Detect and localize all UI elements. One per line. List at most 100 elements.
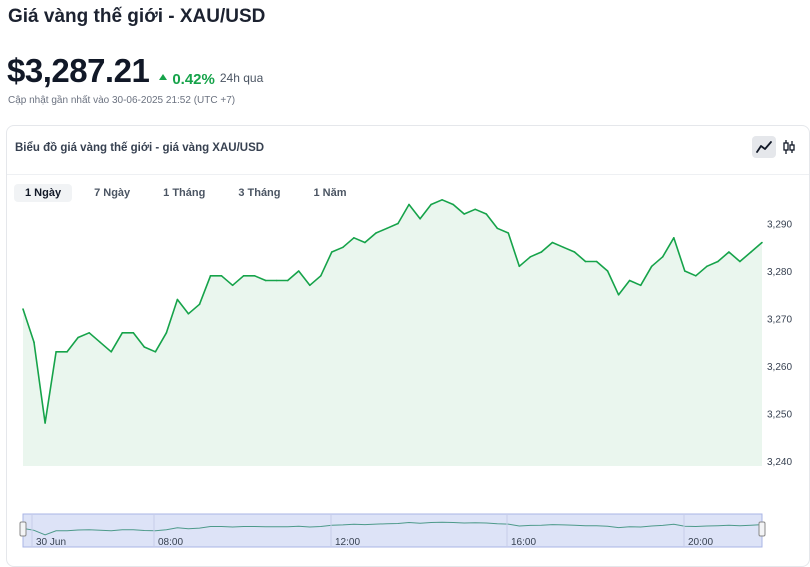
price-point bbox=[320, 275, 322, 277]
navigator-range bbox=[22, 513, 763, 548]
price-point bbox=[99, 341, 101, 344]
change-period: 24h qua bbox=[219, 71, 264, 85]
y-tick-label: 3,240 bbox=[767, 457, 792, 468]
price-point bbox=[463, 213, 466, 215]
price-point bbox=[209, 275, 212, 277]
price-point bbox=[55, 351, 57, 353]
price-point bbox=[253, 275, 256, 277]
price-point bbox=[121, 332, 124, 334]
line-chart-icon bbox=[756, 141, 772, 153]
y-tick-label: 3,260 bbox=[767, 362, 792, 373]
price-point bbox=[110, 351, 112, 353]
price-point bbox=[33, 341, 35, 344]
range-tabs: 1 Ngày 7 Ngày 1 Tháng 3 Tháng 1 Năm bbox=[14, 184, 369, 202]
price-point bbox=[485, 213, 488, 215]
price-point bbox=[176, 298, 179, 301]
tab-7-days[interactable]: 7 Ngày bbox=[94, 187, 131, 199]
price-point bbox=[364, 241, 366, 244]
price-point bbox=[706, 265, 708, 268]
tab-1-month[interactable]: 1 Tháng bbox=[163, 187, 206, 199]
price-point bbox=[474, 208, 477, 211]
price-point bbox=[617, 294, 620, 296]
price-point bbox=[132, 332, 135, 334]
price-point bbox=[595, 260, 598, 263]
price-point bbox=[518, 265, 521, 268]
current-price: $3,287.21 bbox=[7, 52, 150, 89]
price-point bbox=[739, 260, 741, 263]
y-tick-label: 3,270 bbox=[767, 315, 792, 326]
price-point bbox=[386, 227, 388, 230]
price-point bbox=[154, 351, 157, 353]
price-point bbox=[673, 237, 675, 239]
price-point bbox=[684, 270, 686, 272]
price-row: $3,287.21 0.42% 24h qua bbox=[7, 52, 263, 90]
y-tick-label: 3,250 bbox=[767, 410, 792, 421]
x-tick-label: 16:00 bbox=[511, 537, 536, 548]
arrow-up-icon bbox=[159, 74, 168, 80]
candlestick-icon bbox=[783, 140, 795, 154]
price-point bbox=[507, 232, 510, 234]
price-point bbox=[540, 251, 543, 253]
price-point bbox=[562, 246, 565, 249]
price-area-fill bbox=[23, 199, 762, 467]
price-point bbox=[22, 308, 24, 310]
price-point bbox=[584, 260, 587, 263]
card-divider bbox=[7, 174, 809, 175]
y-tick-label: 3,280 bbox=[767, 267, 792, 278]
price-point bbox=[264, 279, 267, 282]
price-point bbox=[452, 203, 455, 206]
price-point bbox=[231, 284, 234, 287]
price-point bbox=[143, 346, 146, 348]
x-tick-label: 08:00 bbox=[158, 537, 183, 548]
price-point bbox=[496, 227, 499, 230]
price-point bbox=[66, 351, 68, 353]
price-point bbox=[441, 199, 443, 201]
price-point bbox=[220, 275, 223, 277]
tab-3-months[interactable]: 3 Tháng bbox=[238, 187, 281, 199]
price-point bbox=[242, 275, 245, 277]
candlestick-toggle[interactable] bbox=[777, 136, 801, 158]
price-point bbox=[606, 270, 609, 272]
price-point bbox=[88, 332, 90, 334]
price-point bbox=[419, 218, 421, 220]
change-percent: 0.42% bbox=[172, 70, 215, 88]
price-point bbox=[717, 260, 719, 263]
price-point bbox=[695, 275, 697, 277]
price-chart: 3,290 3,280 3,270 3,260 3,250 3,240 30 Jun 08:0… bbox=[19, 199, 792, 548]
price-point bbox=[275, 279, 278, 282]
price-point bbox=[165, 332, 168, 334]
x-tick-label: 20:00 bbox=[688, 537, 713, 548]
price-point bbox=[44, 422, 46, 424]
chart-card-title: Biểu đồ giá vàng thế giới - giá vàng XAU… bbox=[15, 142, 265, 154]
price-point bbox=[573, 251, 576, 253]
x-tick-label: 12:00 bbox=[335, 537, 360, 548]
price-point bbox=[375, 232, 377, 234]
price-point bbox=[529, 255, 532, 258]
price-point bbox=[353, 237, 355, 239]
price-point bbox=[342, 246, 344, 249]
price-point bbox=[650, 265, 653, 268]
x-tick-label: 30 Jun bbox=[36, 537, 66, 548]
price-point bbox=[551, 241, 554, 244]
navigator-handle-right[interactable] bbox=[758, 521, 766, 537]
tab-1-day[interactable]: 1 Ngày bbox=[14, 184, 73, 202]
price-point bbox=[77, 336, 79, 339]
price-line bbox=[22, 199, 763, 424]
line-chart-toggle[interactable] bbox=[752, 136, 776, 158]
price-point bbox=[408, 203, 410, 206]
price-point bbox=[309, 284, 311, 287]
price-point bbox=[661, 255, 664, 258]
price-point bbox=[187, 313, 190, 315]
price-point bbox=[761, 241, 763, 244]
navigator-handle-left[interactable] bbox=[19, 521, 27, 537]
price-point bbox=[628, 279, 631, 282]
y-tick-label: 3,290 bbox=[767, 220, 792, 231]
price-point bbox=[397, 222, 399, 225]
price-point bbox=[728, 251, 730, 253]
page-title: Giá vàng thế giới - XAU/USD bbox=[8, 6, 266, 27]
tab-1-year[interactable]: 1 Năm bbox=[313, 187, 347, 199]
price-point bbox=[286, 279, 289, 282]
price-point bbox=[639, 284, 642, 287]
price-point bbox=[198, 303, 201, 306]
last-updated: Cập nhật gần nhất vào 30-06-2025 21:52 (… bbox=[8, 95, 236, 106]
